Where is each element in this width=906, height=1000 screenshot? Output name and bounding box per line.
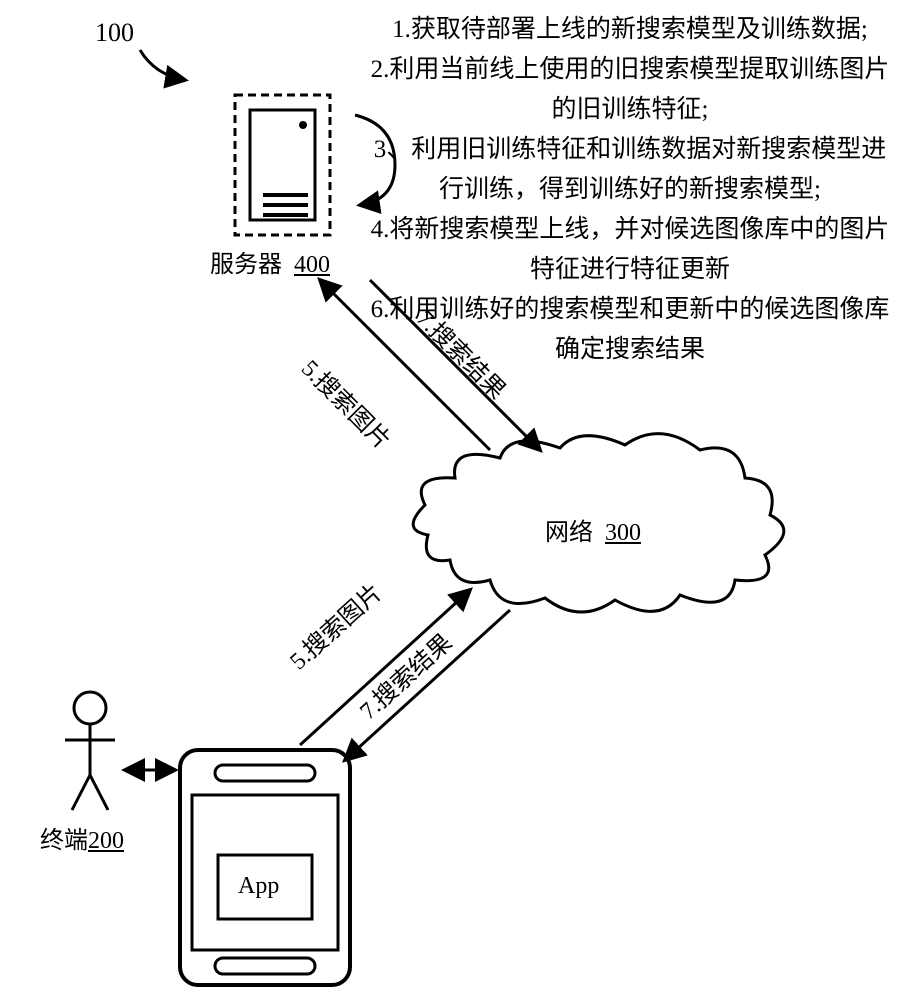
step-1: 1.获取待部署上线的新搜索模型及训练数据; <box>370 10 890 50</box>
ref-number: 100 <box>95 18 134 48</box>
step-2: 2.利用当前线上使用的旧搜索模型提取训练图片的旧训练特征; <box>370 50 890 130</box>
network-label-num: 300 <box>605 520 641 546</box>
terminal-label-text: 终端 <box>40 828 88 854</box>
server-label: 服务器 400 <box>210 244 330 279</box>
server-label-text: 服务器 <box>210 252 282 278</box>
person-icon <box>65 692 115 810</box>
ref-arrow <box>140 50 185 80</box>
terminal-label: 终端200 <box>40 820 124 855</box>
server-icon <box>235 95 330 235</box>
server-label-num: 400 <box>294 252 330 278</box>
network-label-text: 网络 <box>545 520 593 546</box>
step-3: 3、利用旧训练特征和训练数据对新搜索模型进行训练，得到训练好的新搜索模型; <box>370 130 890 210</box>
app-label: App <box>238 873 279 900</box>
network-label: 网络 300 <box>545 512 641 547</box>
step-4: 4.将新搜索模型上线，并对候选图像库中的图片特征进行特征更新 <box>370 210 890 290</box>
phone-icon <box>180 750 350 985</box>
terminal-label-num: 200 <box>88 828 124 854</box>
